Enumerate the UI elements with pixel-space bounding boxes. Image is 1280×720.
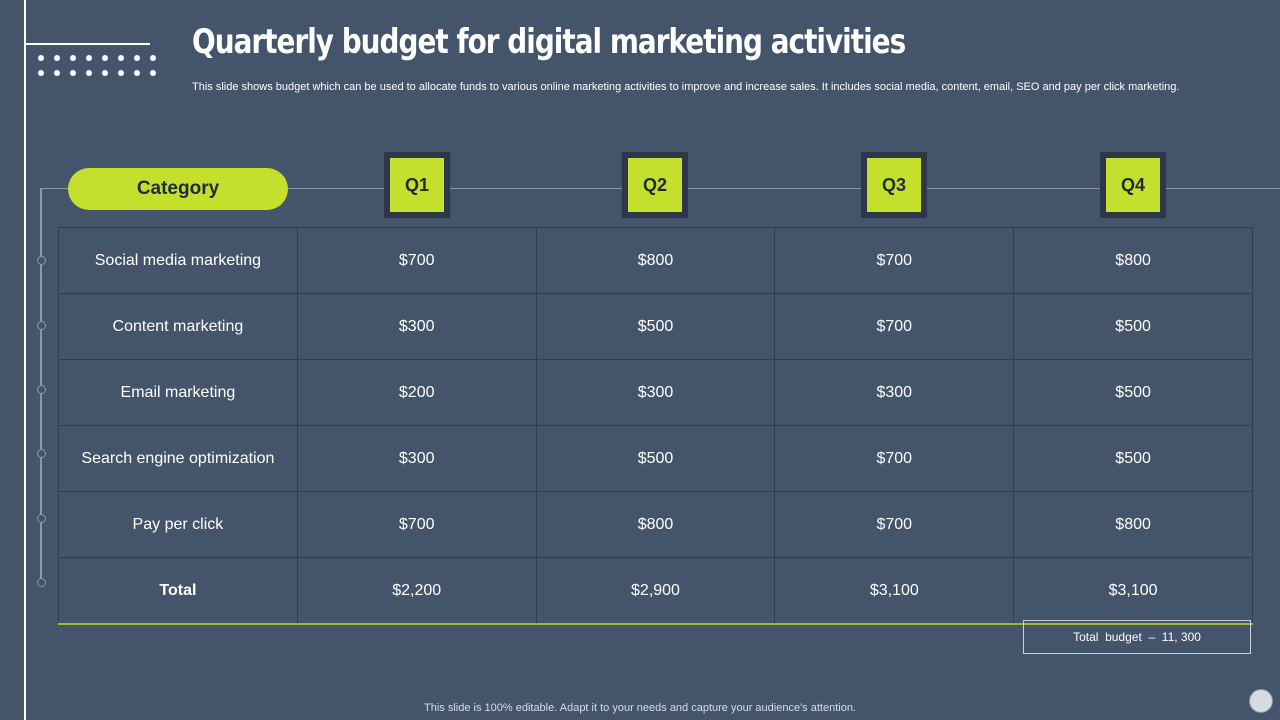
category-header: Category — [68, 168, 288, 210]
cell-value: $500 — [1013, 425, 1253, 492]
quarter-label: Q3 — [867, 158, 921, 212]
cell-value: $300 — [535, 359, 776, 426]
total-budget-box: Total budget – 11, 300 — [1023, 620, 1251, 654]
cell-value: $500 — [1013, 293, 1253, 360]
row-label: Email marketing — [58, 359, 298, 426]
table-row: Pay per click $700 $800 $700 $800 — [58, 491, 1253, 558]
quarter-header-q4: Q4 — [1100, 152, 1166, 218]
cell-value: $300 — [296, 425, 537, 492]
cell-value: $800 — [1013, 227, 1253, 294]
quarter-header-q3: Q3 — [861, 152, 927, 218]
cell-value: $300 — [296, 293, 537, 360]
table-row: Search engine optimization $300 $500 $70… — [58, 425, 1253, 492]
row-label: Content marketing — [58, 293, 298, 360]
cell-value: $700 — [774, 491, 1015, 558]
total-value: $3,100 — [774, 557, 1015, 625]
total-value: $2,200 — [296, 557, 537, 625]
cell-value: $500 — [535, 293, 776, 360]
quarter-label: Q1 — [390, 158, 444, 212]
cell-value: $800 — [535, 227, 776, 294]
budget-table: Social media marketing $700 $800 $700 $8… — [58, 227, 1253, 625]
timeline-node — [37, 578, 46, 587]
cell-value: $500 — [1013, 359, 1253, 426]
total-value: $2,900 — [535, 557, 776, 625]
timeline-node — [37, 385, 46, 394]
row-label: Search engine optimization — [58, 425, 298, 492]
table-row: Content marketing $300 $500 $700 $500 — [58, 293, 1253, 360]
row-label: Pay per click — [58, 491, 298, 558]
cell-value: $500 — [535, 425, 776, 492]
slide-title: Quarterly budget for digital marketing a… — [192, 22, 906, 62]
quarter-header-q1: Q1 — [384, 152, 450, 218]
table-row: Social media marketing $700 $800 $700 $8… — [58, 227, 1253, 294]
total-label: Total — [58, 557, 298, 625]
row-label: Social media marketing — [58, 227, 298, 294]
cell-value: $700 — [774, 425, 1015, 492]
timeline-node — [37, 514, 46, 523]
total-value: $3,100 — [1013, 557, 1253, 625]
footer-note: This slide is 100% editable. Adapt it to… — [424, 702, 856, 714]
total-row: Total $2,200 $2,900 $3,100 $3,100 — [58, 557, 1253, 625]
slide-subtitle: This slide shows budget which can be use… — [192, 81, 1180, 93]
timeline-node — [37, 321, 46, 330]
left-vertical-line — [24, 0, 26, 720]
cell-value: $700 — [774, 227, 1015, 294]
table-row: Email marketing $200 $300 $300 $500 — [58, 359, 1253, 426]
cell-value: $800 — [1013, 491, 1253, 558]
quarter-label: Q2 — [628, 158, 682, 212]
top-accent-line — [26, 43, 150, 45]
corner-circle-icon — [1249, 689, 1273, 713]
cell-value: $700 — [296, 491, 537, 558]
quarter-header-q2: Q2 — [622, 152, 688, 218]
decorative-dots — [38, 55, 158, 76]
cell-value: $200 — [296, 359, 537, 426]
timeline-node — [37, 449, 46, 458]
cell-value: $700 — [774, 293, 1015, 360]
timeline-node — [37, 256, 46, 265]
quarter-label: Q4 — [1106, 158, 1160, 212]
cell-value: $700 — [296, 227, 537, 294]
cell-value: $800 — [535, 491, 776, 558]
cell-value: $300 — [774, 359, 1015, 426]
